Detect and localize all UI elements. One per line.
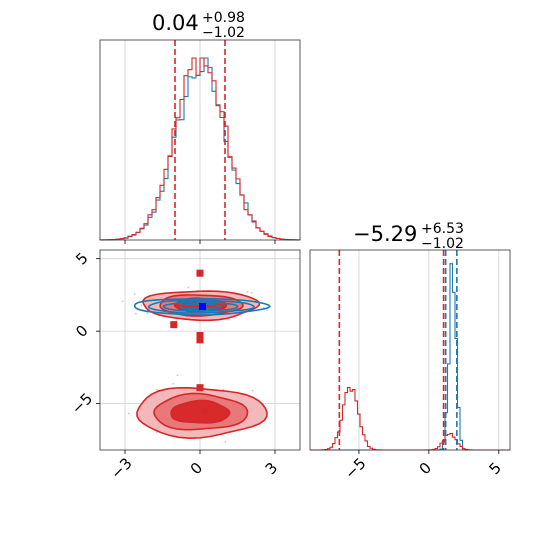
scatter-point [172, 382, 175, 385]
panel-param1-ticks [124, 240, 276, 244]
scatter-point [251, 389, 254, 392]
red-contour-mode1-level2 [170, 399, 231, 424]
panel-param2-ticks: −5 0 5 [341, 450, 505, 483]
scatter-point [187, 286, 190, 289]
scatter-point [146, 312, 149, 315]
title-param2-lower: −1.02 [421, 236, 464, 252]
panel-param1-marginal: 0.04 +0.98 −1.02 [99, 10, 301, 244]
panel-param2-marginal: −5 0 5 −5.29 +6.53 −1.02 [309, 221, 511, 483]
panel-param2-frame [309, 249, 511, 451]
panel-param2-grid [358, 250, 500, 450]
blue-contour-level0 [133, 298, 271, 316]
title-param2-value: −5.29 [353, 222, 417, 246]
title-param1-upper: +0.98 [202, 10, 245, 26]
x-tick-label: 0 [416, 459, 435, 478]
x-tick-label: 5 [486, 459, 505, 478]
scatter-point [127, 412, 130, 415]
scatter-point [176, 374, 179, 377]
title-param1-lower: −1.02 [202, 25, 245, 41]
x-tick-label: −3 [107, 454, 135, 482]
x-tick-label: −5 [341, 454, 369, 482]
scatter-point [262, 306, 265, 309]
scatter-point [140, 304, 143, 307]
scatter-point [246, 291, 249, 293]
title-param2-upper: +6.53 [421, 221, 464, 237]
scatter-point [133, 293, 136, 296]
truth-marker-blue [199, 303, 206, 311]
y-tick-label: 0 [72, 321, 91, 340]
x-tick-label: 0 [187, 459, 206, 478]
truth-marker-red-4 [196, 384, 204, 392]
panel-param1-quantile-lines [174, 40, 226, 240]
blue-contour-level1 [147, 299, 255, 314]
panel-joint: −3 0 3 −5 0 5 [68, 249, 301, 483]
panel-joint-truth-markers [170, 269, 209, 415]
scatter-point [121, 300, 124, 303]
blue-contour-level3 [179, 303, 222, 310]
y-tick-label: −5 [68, 389, 96, 417]
truth-marker-red-5 [201, 407, 209, 415]
panel-param1-histograms [99, 57, 301, 241]
truth-marker-red-0 [196, 269, 204, 277]
x-tick-label: 3 [262, 459, 281, 478]
scatter-point [134, 312, 137, 315]
truth-marker-red-1 [170, 321, 178, 329]
histogram-series-1 [99, 57, 301, 241]
truth-marker-red-3 [196, 336, 204, 344]
panel-joint-contours [133, 290, 271, 440]
scatter-point [155, 431, 158, 434]
scatter-point [156, 388, 158, 391]
blue-contour-level2 [162, 301, 239, 312]
scatter-point [266, 309, 268, 311]
y-tick-label: 5 [72, 249, 91, 268]
panel-param2-quantile-lines [338, 250, 458, 450]
title-param1-value: 0.04 [152, 11, 199, 35]
scatter-point [250, 291, 253, 294]
truth-marker-red-2 [196, 332, 204, 340]
scatter-point [224, 441, 227, 444]
